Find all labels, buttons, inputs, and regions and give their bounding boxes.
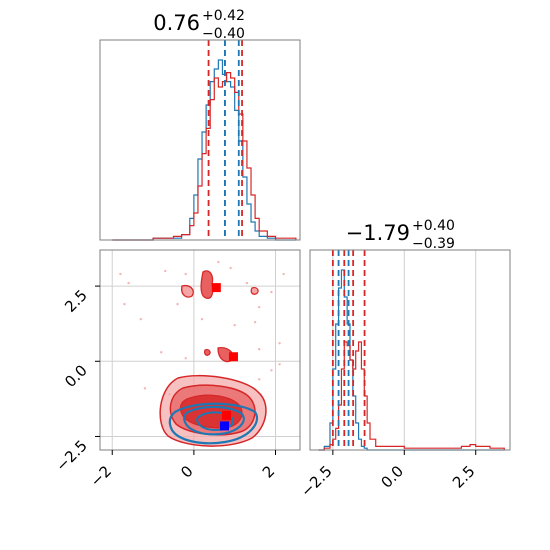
x-tick-label-1: 0 bbox=[177, 462, 196, 481]
contour-red-island-left bbox=[181, 284, 194, 298]
histogram-series-1-line bbox=[112, 72, 297, 241]
sample-point-22 bbox=[253, 320, 257, 324]
panel-3-title: −1.79 +0.40 −0.39 bbox=[346, 218, 455, 252]
p3-histogram-series-0-line bbox=[318, 269, 505, 451]
sample-point-19 bbox=[278, 363, 281, 366]
panel-3-title-value: −1.79 bbox=[346, 221, 410, 245]
sample-point-1 bbox=[127, 281, 130, 285]
sample-point-5 bbox=[176, 302, 179, 306]
panel-3-frame bbox=[309, 249, 511, 451]
contour-red-island-top bbox=[200, 270, 214, 299]
panel-1-title: 0.76 +0.42 −0.40 bbox=[153, 8, 245, 42]
panel-3-plot bbox=[318, 250, 505, 451]
sample-point-4 bbox=[184, 272, 187, 276]
sample-point-10 bbox=[282, 272, 285, 276]
sample-point-7 bbox=[245, 281, 249, 285]
panel-1-frame bbox=[99, 39, 301, 241]
y-tick-label-2: 2.5 bbox=[61, 286, 91, 316]
y-tick-label-0: −2.5 bbox=[52, 437, 90, 475]
sample-point-21 bbox=[200, 317, 204, 321]
p3-x-tick-label-0: −2.5 bbox=[297, 462, 335, 500]
sample-point-11 bbox=[160, 351, 163, 354]
marker-1 bbox=[222, 410, 232, 420]
sample-point-18 bbox=[257, 378, 261, 381]
panel-1-title-upper: +0.42 bbox=[202, 8, 245, 24]
sample-point-3 bbox=[164, 269, 167, 273]
p3-x-tick-label-1: 0.0 bbox=[378, 462, 408, 492]
y-tick-label-1: 0.0 bbox=[61, 361, 91, 391]
sample-point-12 bbox=[184, 357, 187, 360]
sample-point-15 bbox=[270, 369, 273, 372]
marker-2 bbox=[211, 283, 221, 293]
panel-1-title-value: 0.76 bbox=[153, 11, 200, 35]
contour-blue-outer bbox=[168, 402, 258, 445]
sample-point-16 bbox=[143, 387, 147, 390]
panel-2-frame bbox=[99, 249, 301, 451]
contour-red-island-right bbox=[250, 287, 259, 295]
panel-3-title-upper: +0.40 bbox=[412, 218, 455, 234]
sample-point-6 bbox=[229, 266, 232, 270]
sample-point-20 bbox=[233, 323, 236, 327]
sample-point-0 bbox=[119, 272, 122, 276]
x-tick-label-0: −2 bbox=[87, 462, 115, 490]
contour-blue-mid bbox=[183, 405, 245, 436]
panel-1-title-lower: −0.40 bbox=[202, 26, 245, 42]
sample-point-14 bbox=[278, 342, 281, 345]
contour-red-island-mid-small bbox=[204, 349, 211, 356]
p3-x-tick-label-2: 2.5 bbox=[449, 462, 479, 492]
histogram-series-0-line bbox=[112, 59, 296, 241]
sample-point-8 bbox=[257, 305, 261, 309]
marker-3 bbox=[228, 352, 238, 362]
sample-point-24 bbox=[217, 260, 220, 264]
x-tick-label-2: 2 bbox=[259, 462, 278, 481]
marker-0 bbox=[219, 421, 229, 431]
sample-point-9 bbox=[270, 290, 273, 294]
panel-2-plot bbox=[100, 250, 300, 450]
panel-3-title-lower: −0.39 bbox=[412, 236, 455, 252]
sample-point-13 bbox=[257, 348, 261, 351]
sample-point-23 bbox=[139, 317, 143, 321]
p3-histogram-series-1-line bbox=[318, 341, 505, 451]
sample-point-2 bbox=[123, 302, 126, 306]
